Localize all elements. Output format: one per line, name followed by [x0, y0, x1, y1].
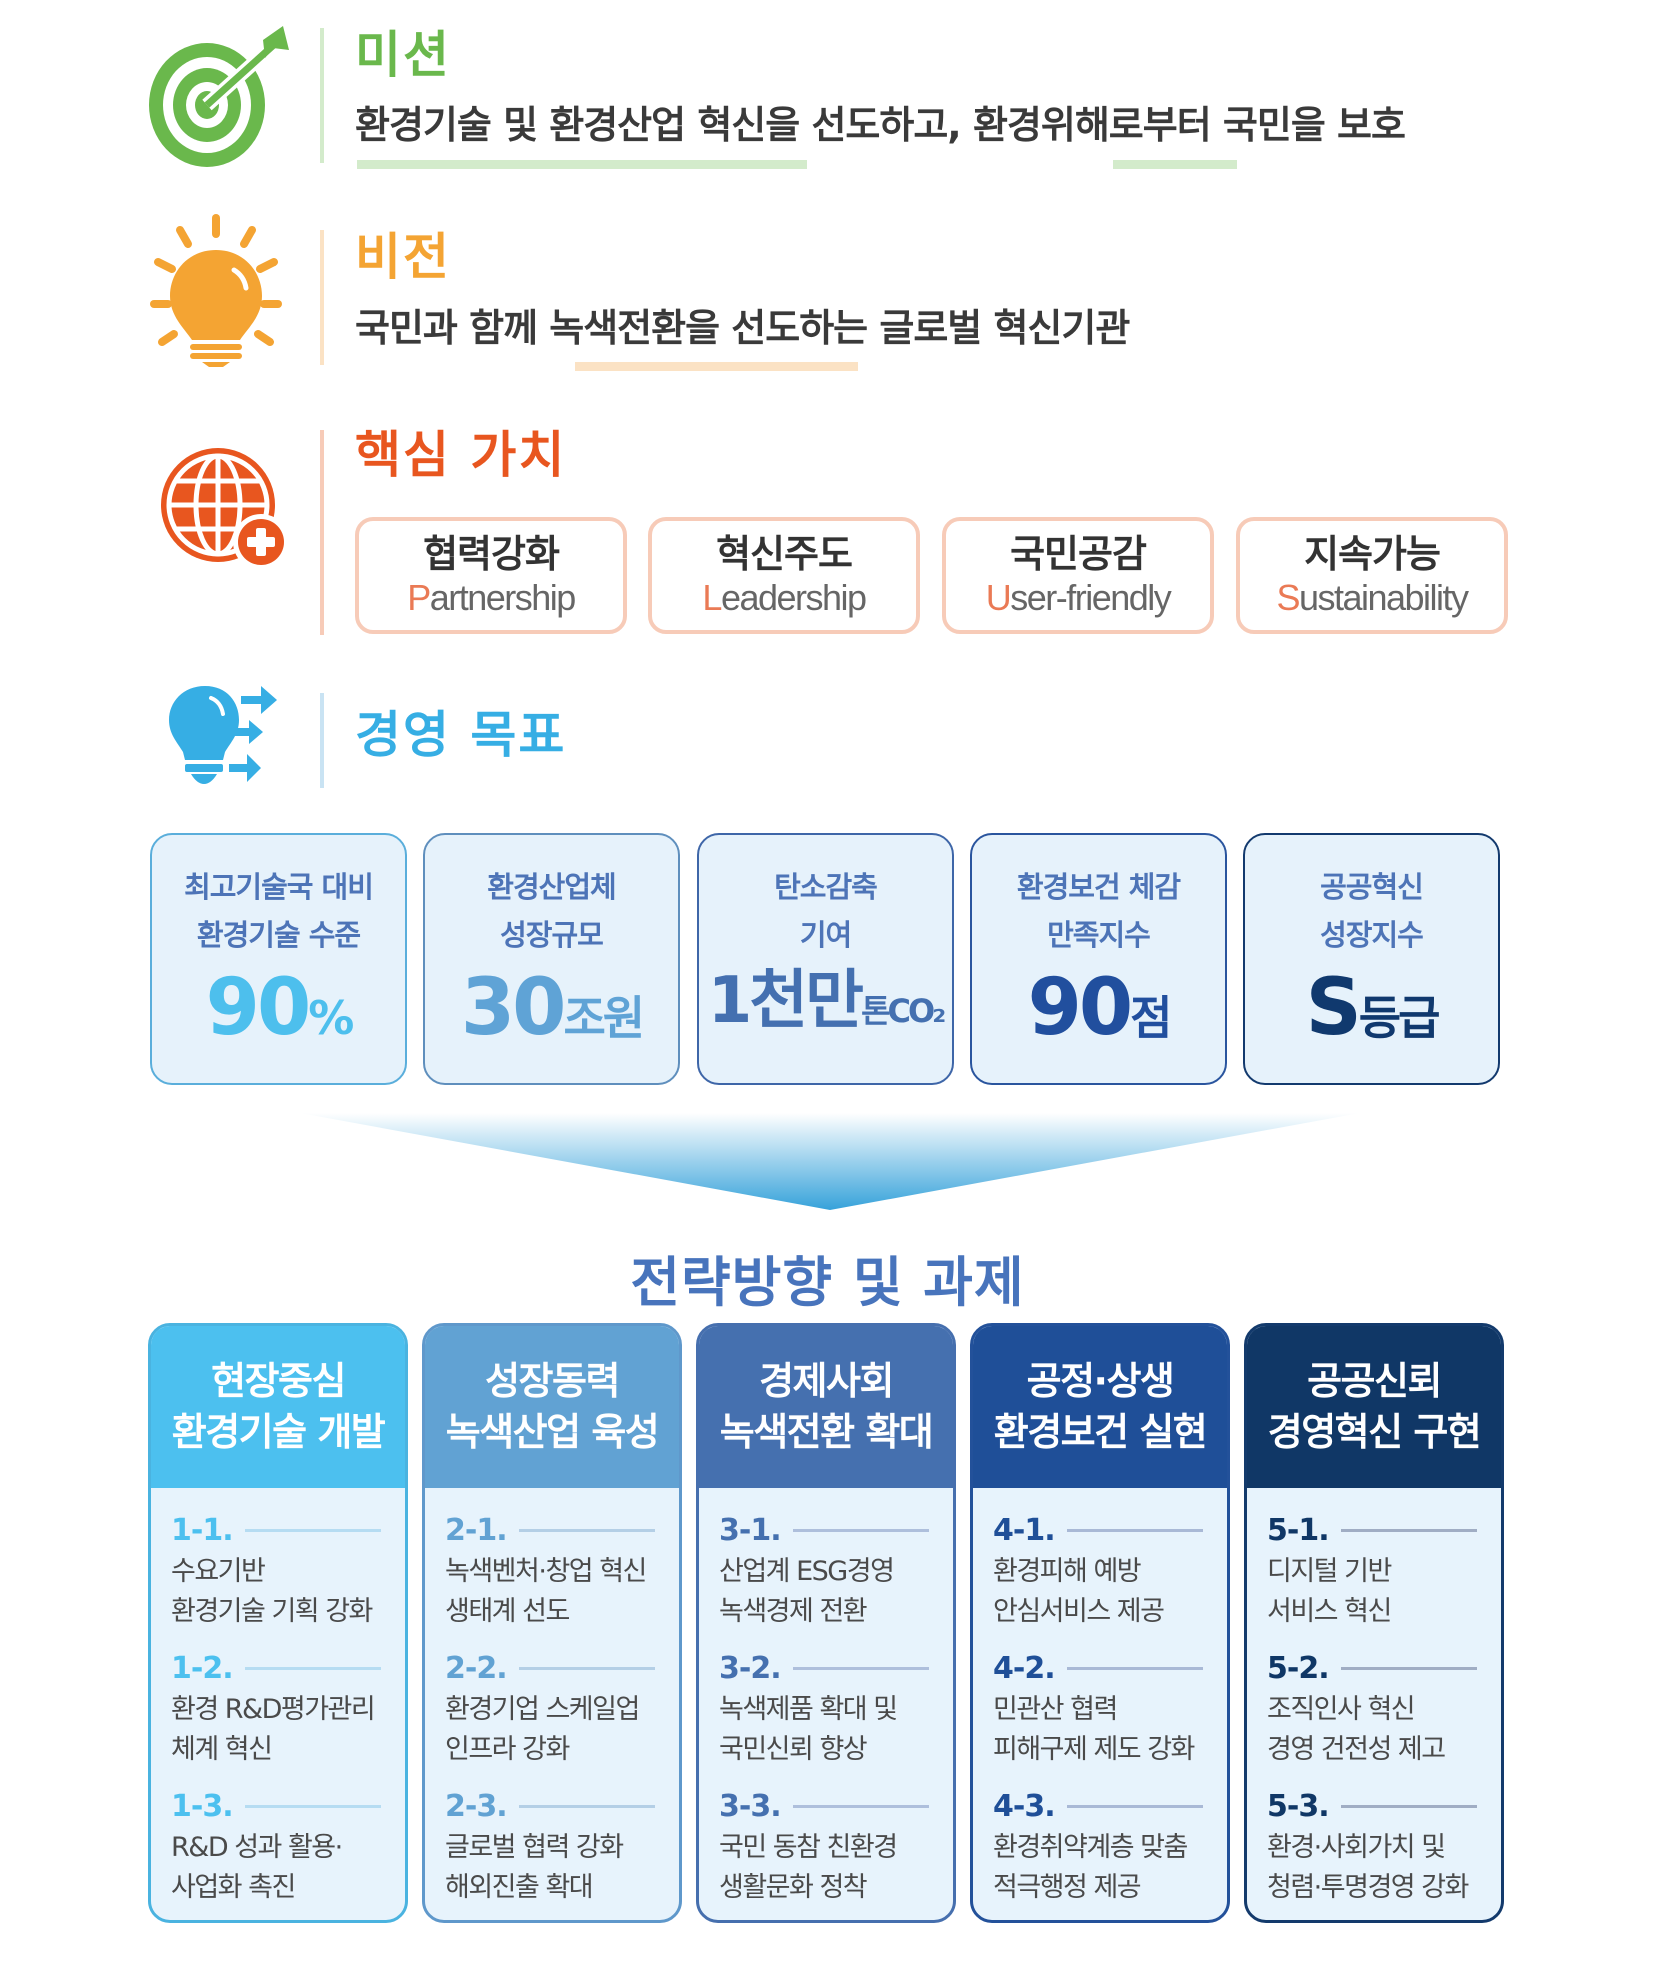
value-card-sustainability: 지속가능 Sustainability [1236, 517, 1508, 634]
strategy-card-3: 경제사회 녹색전환 확대 3-1. 산업계 ESG경영 녹색경제 전환 3-2. 녹색제… [696, 1323, 956, 1923]
goal-value: 90점 [1027, 963, 1173, 1053]
vision-divider [320, 230, 324, 365]
goal-value: S등급 [1305, 963, 1441, 1053]
task-item: 3-1. 산업계 ESG경영 녹색경제 전환 [719, 1508, 935, 1632]
strategy-head: 공공신뢰 경영혁신 구현 [1247, 1326, 1501, 1488]
strategy-card-1: 현장중심 환경기술 개발 1-1. 수요기반 환경기술 기획 강화 1-2. 환경 R&… [148, 1323, 408, 1923]
goal-label: 탄소감축 기여 [774, 870, 878, 952]
strategy-card-5: 공공신뢰 경영혁신 구현 5-1. 디지털 기반 서비스 혁신 5-2. 조직인사 혁신… [1244, 1323, 1504, 1923]
goal-value: 90% [205, 963, 355, 1053]
value-en-initial: P [407, 576, 431, 618]
task-item: 5-3. 환경·사회가치 및 청렴·투명경영 강화 [1267, 1784, 1483, 1908]
target-arrow-icon [149, 26, 289, 167]
goal-label: 환경보건 체감 만족지수 [1016, 870, 1181, 952]
task-item: 4-2. 민관산 협력 피해구제 제도 강화 [993, 1646, 1209, 1770]
goal-card-tech-level: 최고기술국 대비 환경기술 수준 90% [150, 833, 407, 1085]
goal-card-satisfaction: 환경보건 체감 만족지수 90점 [970, 833, 1227, 1085]
strategy-head: 성장동력 녹색산업 육성 [425, 1326, 679, 1488]
mission-underline-1 [357, 160, 807, 169]
task-item: 2-2. 환경기업 스케일업 인프라 강화 [445, 1646, 661, 1770]
value-en-initial: S [1276, 576, 1300, 618]
strategy-head: 현장중심 환경기술 개발 [151, 1326, 405, 1488]
goal-label: 환경산업체 성장규모 [487, 870, 616, 952]
value-ko: 협력강화 [423, 532, 560, 576]
value-en: User-friendly [946, 577, 1210, 618]
core-values-title: 핵심 가치 [355, 426, 567, 484]
task-item: 2-3. 글로벌 협력 강화 해외진출 확대 [445, 1784, 661, 1908]
mission-divider [320, 28, 324, 163]
goals-title: 경영 목표 [355, 706, 567, 764]
task-item: 4-3. 환경취약계층 맞춤 적극행정 제공 [993, 1784, 1209, 1908]
down-arrow-graphic [300, 1113, 1360, 1210]
value-en: Leadership [652, 577, 916, 618]
value-en: Partnership [359, 577, 623, 618]
value-ko: 지속가능 [1304, 532, 1441, 576]
task-item: 3-2. 녹색제품 확대 및 국민신뢰 향상 [719, 1646, 935, 1770]
mission-text: 환경기술 및 환경산업 혁신을 선도하고, 환경위해로부터 국민을 보호 [355, 103, 1406, 147]
strategy-head: 경제사회 녹색전환 확대 [699, 1326, 953, 1488]
value-ko: 국민공감 [1010, 532, 1147, 576]
goal-label: 공공혁신 성장지수 [1320, 870, 1424, 952]
task-item: 5-1. 디지털 기반 서비스 혁신 [1267, 1508, 1483, 1632]
goals-divider [320, 693, 324, 788]
vision-underline [575, 362, 858, 371]
vision-title: 비전 [355, 228, 451, 286]
strategy-head: 공정·상생 환경보건 실현 [973, 1326, 1227, 1488]
value-en-initial: U [985, 576, 1012, 618]
value-card-leadership: 혁신주도 Leadership [648, 517, 920, 634]
value-en-rest: artnership [429, 576, 577, 618]
task-item: 1-2. 환경 R&D평가관리 체계 혁신 [171, 1646, 387, 1770]
value-ko: 혁신주도 [716, 532, 853, 576]
goal-label: 최고기술국 대비 환경기술 수준 [184, 870, 374, 952]
mission-underline-2 [1113, 160, 1237, 169]
mission-title: 미션 [355, 26, 451, 84]
goal-card-industry-growth: 환경산업체 성장규모 30조원 [423, 833, 680, 1085]
task-item: 2-1. 녹색벤처·창업 혁신 생태계 선도 [445, 1508, 661, 1632]
value-en: Sustainability [1240, 577, 1504, 618]
goal-value: 1천만톤CO₂ [707, 964, 946, 1038]
value-en-rest: eadership [720, 576, 867, 618]
goal-value: 30조원 [460, 963, 645, 1053]
value-en-initial: L [702, 576, 722, 618]
task-item: 5-2. 조직인사 혁신 경영 건전성 제고 [1267, 1646, 1483, 1770]
strategy-card-2: 성장동력 녹색산업 육성 2-1. 녹색벤처·창업 혁신 생태계 선도 2-2. 환경기… [422, 1323, 682, 1923]
lightbulb-icon [150, 214, 282, 367]
value-card-user-friendly: 국민공감 User-friendly [942, 517, 1214, 634]
globe-plus-icon [161, 448, 289, 570]
strategy-card-4: 공정·상생 환경보건 실현 4-1. 환경피해 예방 안심서비스 제공 4-2. 민관산… [970, 1323, 1230, 1923]
task-item: 4-1. 환경피해 예방 안심서비스 제공 [993, 1508, 1209, 1632]
task-item: 1-1. 수요기반 환경기술 기획 강화 [171, 1508, 387, 1632]
core-values-divider [320, 430, 324, 635]
goal-card-public-innovation: 공공혁신 성장지수 S등급 [1243, 833, 1500, 1085]
goal-card-carbon-reduction: 탄소감축 기여 1천만톤CO₂ [697, 833, 954, 1085]
strategy-title: 전략방향 및 과제 [630, 1251, 1025, 1314]
vision-text: 국민과 함께 녹색전환을 선도하는 글로벌 혁신기관 [355, 306, 1130, 350]
task-item: 3-3. 국민 동참 친환경 생활문화 정착 [719, 1784, 935, 1908]
value-card-partnership: 협력강화 Partnership [355, 517, 627, 634]
value-en-rest: ustainability [1298, 576, 1469, 618]
task-item: 1-3. R&D 성과 활용· 사업화 촉진 [171, 1784, 387, 1908]
value-en-rest: ser-friendly [1010, 576, 1172, 618]
lightbulb-arrows-icon [169, 686, 277, 784]
